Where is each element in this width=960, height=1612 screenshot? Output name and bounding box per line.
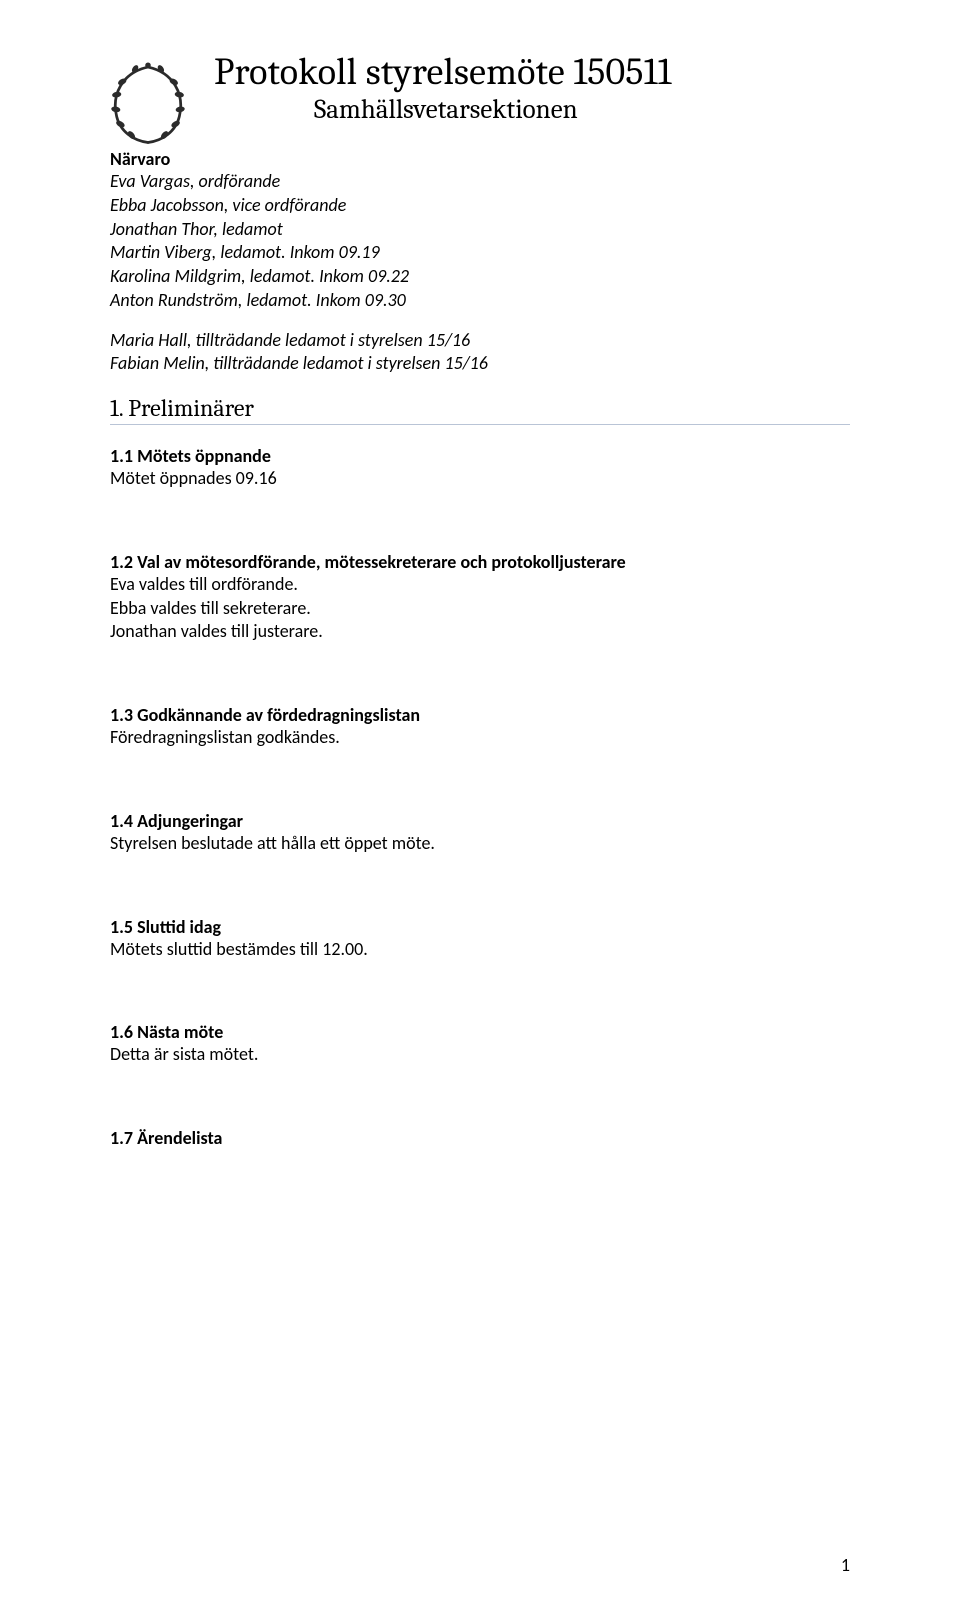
subsection-1-7-title: 1.7 Ärendelista	[110, 1127, 850, 1149]
body-text: Ebba valdes till sekreterare.	[110, 597, 850, 621]
attendee-line: Jonathan Thor, ledamot	[110, 218, 850, 242]
subsection-1-5-title: 1.5 Sluttid idag	[110, 916, 850, 938]
page-number: 1	[841, 1554, 850, 1576]
body-text: Eva valdes till ordförande.	[110, 573, 850, 597]
subsection-1-1-title: 1.1 Mötets öppnande	[110, 445, 850, 467]
body-text: Jonathan valdes till justerare.	[110, 620, 850, 644]
document-header: Protokoll styrelsemöte 150511 Samhällsve…	[110, 52, 850, 126]
body-text: Mötet öppnades 09.16	[110, 467, 850, 491]
attendee-line: Eva Vargas, ordförande	[110, 170, 850, 194]
body-text: Mötets sluttid bestämdes till 12.00.	[110, 938, 850, 962]
attendance-label: Närvaro	[110, 148, 850, 170]
subsection-1-4-title: 1.4 Adjungeringar	[110, 810, 850, 832]
section-1-heading: 1. Preliminärer	[110, 394, 850, 425]
attendee-extra-line: Maria Hall, tillträdande ledamot i styre…	[110, 329, 850, 353]
subsection-1-3-title: 1.3 Godkännande av fördedragningslistan	[110, 704, 850, 726]
page: Protokoll styrelsemöte 150511 Samhällsve…	[0, 0, 960, 1612]
subsection-1-2-title: 1.2 Val av mötesordförande, mötessekrete…	[110, 551, 850, 573]
attendee-line: Karolina Mildgrim, ledamot. Inkom 09.22	[110, 265, 850, 289]
attendee-extra-block: Maria Hall, tillträdande ledamot i styre…	[110, 329, 850, 377]
body-text: Detta är sista mötet.	[110, 1043, 850, 1067]
document-title: Protokoll styrelsemöte 150511	[214, 52, 850, 94]
attendee-line: Ebba Jacobsson, vice ordförande	[110, 194, 850, 218]
attendee-line: Anton Rundström, ledamot. Inkom 09.30	[110, 289, 850, 313]
attendee-line: Martin Viberg, ledamot. Inkom 09.19	[110, 241, 850, 265]
wreath-logo-icon	[102, 56, 194, 148]
body-text: Styrelsen beslutade att hålla ett öppet …	[110, 832, 850, 856]
title-block: Protokoll styrelsemöte 150511 Samhällsve…	[214, 52, 850, 126]
document-subtitle: Samhällsvetarsektionen	[314, 94, 850, 126]
attendee-extra-line: Fabian Melin, tillträdande ledamot i sty…	[110, 352, 850, 376]
subsection-1-6-title: 1.6 Nästa möte	[110, 1021, 850, 1043]
body-text: Föredragningslistan godkändes.	[110, 726, 850, 750]
